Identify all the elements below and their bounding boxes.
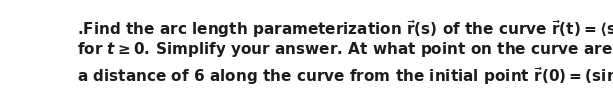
Text: for $\mathbf{\mathit{t}\geq0}$. Simplify your answer. At what point on the curve: for $\mathbf{\mathit{t}\geq0}$. Simplify… <box>77 40 613 59</box>
Text: a distance of 6 along the curve from the initial point $\vec{\mathbf{r}}\mathbf{: a distance of 6 along the curve from the… <box>77 61 613 87</box>
Text: .Find the arc length parameterization $\vec{\mathbf{r}}\mathbf{(s)}$ of the curv: .Find the arc length parameterization $\… <box>77 14 613 40</box>
